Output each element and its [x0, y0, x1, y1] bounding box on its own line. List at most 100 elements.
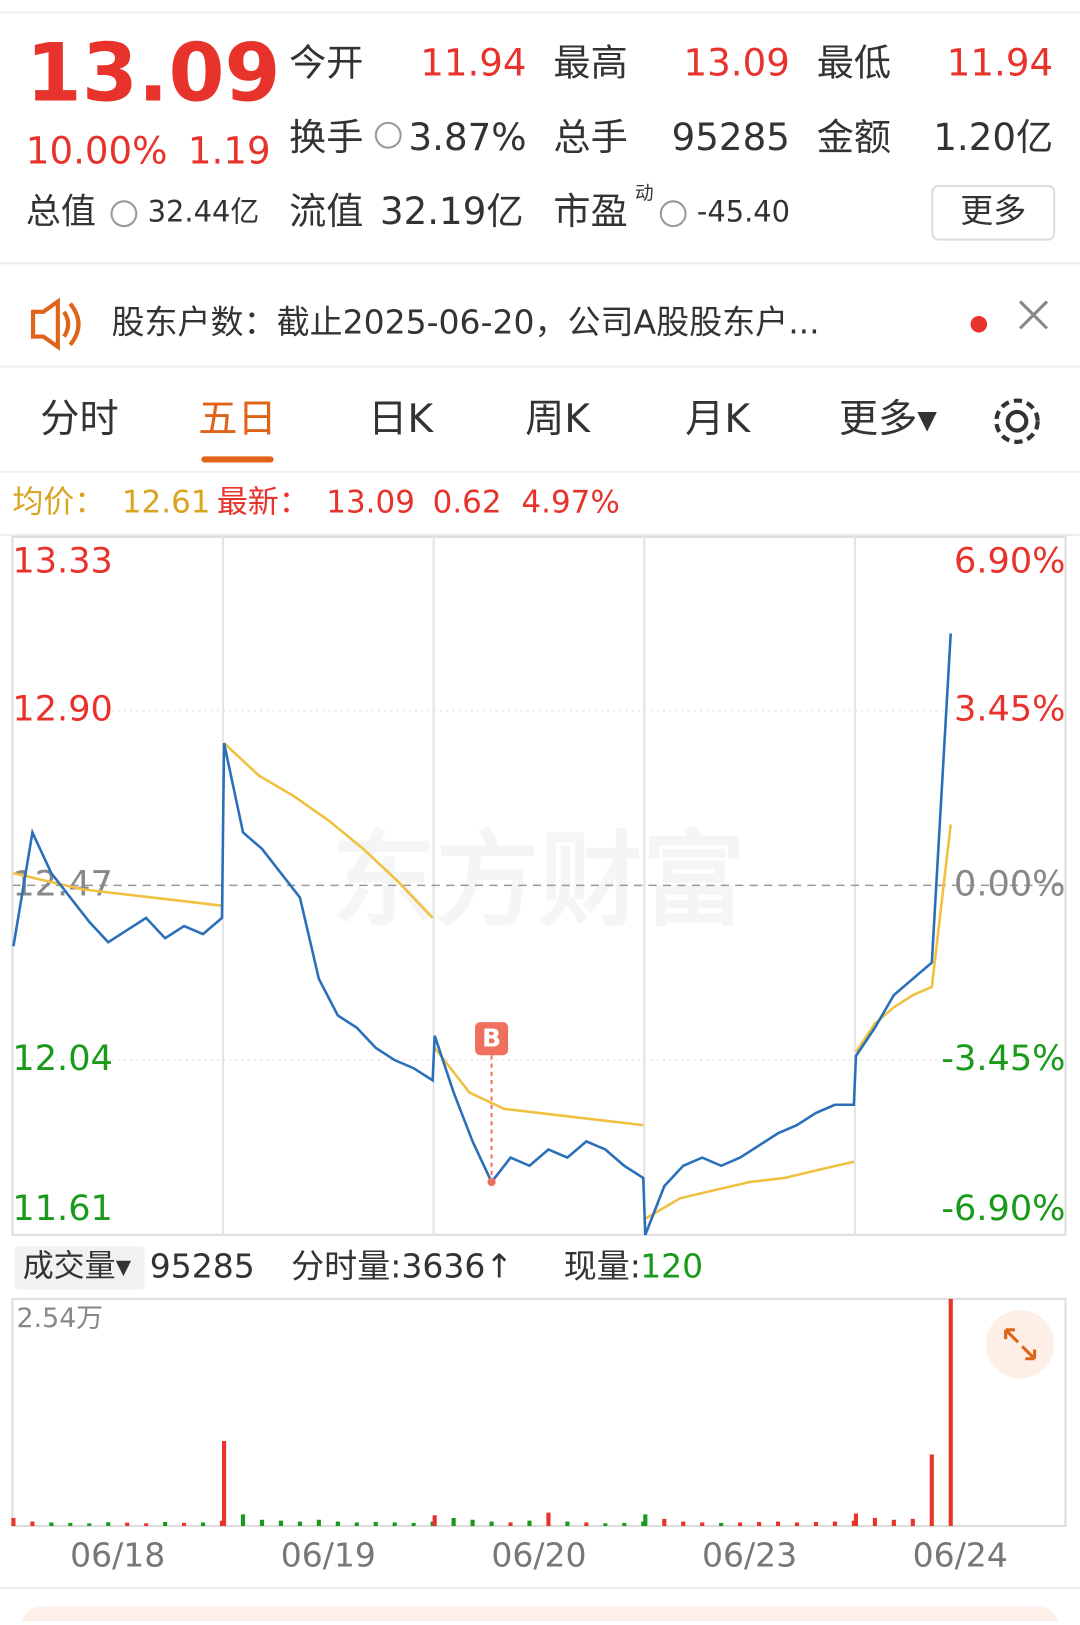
volume-current: 120: [640, 1246, 703, 1285]
volume-bar: [200, 1522, 206, 1527]
volume-bar: [738, 1522, 743, 1527]
field-value: 11.94: [947, 42, 1053, 85]
bottom-bar: [20, 1606, 1060, 1625]
tab[interactable]: 五日: [198, 397, 276, 442]
volume-bar: [546, 1512, 551, 1527]
volume-bar: [719, 1522, 724, 1527]
x-tick-label: 06/23: [702, 1535, 797, 1574]
volume-bar: [565, 1521, 570, 1527]
change-pct: 10.00%: [26, 129, 168, 172]
volume-bar: [681, 1521, 686, 1527]
field-label: 换手: [289, 116, 363, 159]
volume-bar: [316, 1519, 321, 1527]
volume-label: 成交量▾: [23, 1248, 132, 1284]
volume-bar: [794, 1522, 800, 1527]
price-line: [12, 633, 953, 1236]
volume-tick-label: 2.54万: [17, 1303, 104, 1334]
field-value: 1.20亿: [933, 116, 1053, 159]
tab[interactable]: 更多▾: [839, 397, 937, 442]
y-tick-label: 13.33: [12, 541, 112, 582]
average-line: [13, 871, 223, 907]
volume-bar: [125, 1522, 130, 1527]
tab[interactable]: 周K: [525, 397, 591, 442]
settings-button[interactable]: [994, 398, 1040, 444]
volume-bar: [87, 1523, 92, 1527]
field-label: 最高: [553, 42, 627, 85]
volume-bar: [757, 1521, 762, 1527]
volume-total: 95285: [150, 1246, 255, 1285]
summary-avg-label: 均价：: [12, 484, 105, 520]
volume-bar: [30, 1521, 35, 1527]
market-cap: 32.44亿: [148, 195, 260, 229]
volume-bar: [832, 1521, 837, 1527]
field-label: 市盈: [553, 190, 627, 233]
marker-badge: [475, 1022, 509, 1056]
volume-bar: [470, 1519, 475, 1527]
volume-bar: [411, 1522, 416, 1527]
volume-bar: [853, 1513, 859, 1527]
volume-bar: [392, 1522, 397, 1527]
y2-tick-label: 0.00%: [954, 863, 1065, 904]
volume-frame: [11, 1297, 1067, 1528]
more-button-box[interactable]: [931, 184, 1056, 241]
notice: 股东户数：截止2025-06-20，公司A股股东户...: [112, 303, 820, 342]
volume-bar: [489, 1521, 494, 1527]
tab[interactable]: 分时: [40, 397, 118, 442]
volume-bar: [49, 1522, 54, 1527]
volume-bar: [813, 1521, 819, 1527]
marker-label: B: [482, 1024, 501, 1053]
volume-bar: [373, 1521, 378, 1527]
field-value: -45.40: [697, 195, 790, 229]
volume-bar: [451, 1517, 456, 1527]
field-value: 3.87%: [409, 116, 527, 159]
tab-underline: [201, 456, 274, 463]
summary-latest-label: 最新：: [217, 484, 310, 520]
summary-change: 0.62: [433, 484, 502, 520]
marker-dot: [487, 1177, 496, 1187]
speaker-icon: [30, 297, 81, 351]
volume-bar: [278, 1520, 284, 1527]
tab[interactable]: 日K: [368, 397, 434, 442]
y-tick-label: 11.61: [12, 1188, 112, 1229]
y2-tick-label: 6.90%: [954, 541, 1065, 582]
volume-bar: [182, 1522, 187, 1527]
tab[interactable]: 月K: [685, 397, 751, 442]
volume-bar: [662, 1518, 667, 1527]
volume-bar: [432, 1515, 437, 1527]
volume-selector[interactable]: [14, 1246, 145, 1290]
field-label: 今开: [289, 42, 363, 85]
volume-bar: [297, 1521, 302, 1527]
x-tick-label: 06/24: [913, 1535, 1008, 1574]
volume-bar: [259, 1519, 265, 1527]
summary-latest: 13.09: [326, 484, 415, 520]
y-tick-label: 12.04: [12, 1038, 112, 1079]
unread-dot: [970, 315, 988, 333]
field-value: 32.19亿: [380, 190, 524, 233]
volume-bar: [775, 1521, 781, 1527]
summary-change-pct: 4.97%: [521, 484, 619, 520]
volume-current-label: 现量:: [564, 1246, 641, 1285]
y2-tick-label: -6.90%: [941, 1188, 1065, 1229]
volume-bar: [929, 1454, 934, 1527]
volume-bar: [11, 1517, 16, 1527]
y-tick-label: 12.90: [12, 689, 112, 730]
volume-bar: [221, 1441, 227, 1527]
y2-tick-label: -3.45%: [941, 1038, 1065, 1079]
volume-bar: [240, 1514, 246, 1527]
watermark: 东方财富: [332, 821, 745, 941]
average-line: [644, 1160, 855, 1220]
field-value: 13.09: [683, 42, 789, 85]
x-tick-label: 06/18: [70, 1535, 165, 1574]
volume-minute: 分时量:3636↑: [291, 1246, 513, 1285]
market-cap-label: 总值: [26, 192, 96, 233]
close-button[interactable]: [1019, 300, 1049, 330]
change: 1.19: [188, 129, 271, 172]
volume-bar: [622, 1522, 627, 1527]
expand-button[interactable]: [986, 1310, 1055, 1379]
volume-bar: [700, 1522, 705, 1527]
price: 13.09: [26, 25, 281, 119]
field-label: 总手: [553, 116, 627, 159]
volume-bar: [910, 1518, 915, 1527]
